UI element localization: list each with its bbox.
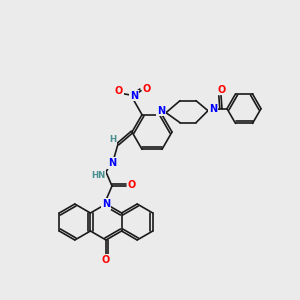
Text: O: O <box>218 85 226 95</box>
Text: N: N <box>102 199 110 209</box>
Text: N: N <box>130 91 138 101</box>
Text: O: O <box>115 86 123 96</box>
Text: N: N <box>157 106 165 116</box>
Text: H: H <box>110 136 117 145</box>
Text: N: N <box>108 158 116 168</box>
Text: O: O <box>143 84 151 94</box>
Text: HN: HN <box>91 172 105 181</box>
Text: N: N <box>209 104 217 114</box>
Text: O: O <box>128 180 136 190</box>
Text: O: O <box>102 255 110 265</box>
